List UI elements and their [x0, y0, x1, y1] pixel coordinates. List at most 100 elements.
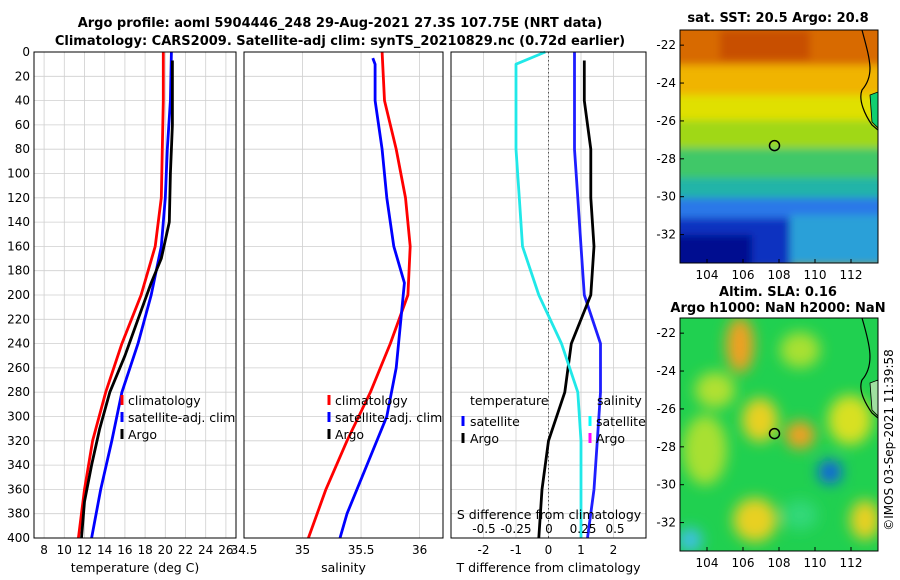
legend-title-salinity: salinity: [597, 393, 642, 408]
map-y-tick-label: -28: [656, 152, 676, 166]
x-tick-label: 36: [412, 543, 427, 557]
y-tick-label: 240: [7, 337, 30, 351]
map-x-tick-label: 110: [804, 556, 827, 570]
s-diff-tick-label: 0.5: [605, 522, 624, 536]
series-line-satellite-adj-clim: [90, 51, 173, 539]
series-line-climatology: [77, 52, 165, 539]
y-tick-label: 180: [7, 264, 30, 278]
map-x-tick-label: 104: [696, 556, 719, 570]
series-line-t-argo: [537, 60, 596, 539]
map-y-tick-label: -32: [656, 516, 676, 530]
map-y-tick-label: -24: [656, 364, 676, 378]
x-tick-label: 2: [610, 543, 618, 557]
map-y-tick-label: -32: [656, 228, 676, 242]
sla-profile-marker: [768, 427, 781, 440]
y-tick-label: 20: [15, 69, 30, 83]
x-tick-label: 12: [77, 543, 92, 557]
map-x-tick-label: 106: [732, 268, 755, 282]
map-x-tick-label: 108: [768, 556, 791, 570]
series-line-satellite-adj-clim: [338, 57, 406, 539]
legend-label: climatology: [335, 393, 408, 408]
y-tick-label: 200: [7, 288, 30, 302]
plot-border: [33, 51, 237, 539]
sst-map: sat. SST: 20.5 Argo: 20.8 104 106 108 110 11…: [656, 11, 879, 282]
legend-label: satellite: [470, 414, 520, 429]
x-tick-label: 0: [545, 543, 553, 557]
s-diff-axis-label: S difference from climatology: [457, 507, 642, 522]
map-y-tick-label: -22: [656, 38, 676, 52]
y-tick-label: 360: [7, 482, 30, 496]
sst-map-title: sat. SST: 20.5 Argo: 20.8: [687, 11, 868, 26]
legend-title-temperature: temperature: [470, 393, 549, 408]
x-tick-label: 35: [295, 543, 310, 557]
x-tick-label: 34.5: [231, 543, 258, 557]
y-tick-label: 80: [15, 142, 30, 156]
legend-label: Argo: [128, 427, 157, 442]
y-tick-label: 380: [7, 507, 30, 521]
map-y-tick-label: -22: [656, 326, 676, 340]
temperature-panel: 8 10 12 14 16 18 20 22 24 26020406080100120140160…: [7, 45, 237, 575]
sla-map-title-line2: Argo h1000: NaN h2000: NaN: [670, 301, 885, 316]
y-tick-label: 40: [15, 94, 30, 108]
y-tick-label: 220: [7, 312, 30, 326]
s-diff-tick-label: -0.25: [500, 522, 531, 536]
y-tick-label: 280: [7, 385, 30, 399]
x-tick-label: 14: [97, 543, 112, 557]
legend-label: Argo: [335, 427, 364, 442]
x-tick-label: 20: [158, 543, 173, 557]
y-tick-label: 340: [7, 458, 30, 472]
y-tick-label: 260: [7, 361, 30, 375]
sla-map-title-line1: Altim. SLA: 0.16: [719, 285, 837, 300]
series-line-t-satellite: [573, 52, 602, 539]
map-x-tick-label: 108: [768, 268, 791, 282]
figure-title-line1: Argo profile: aoml 5904446_248 29-Aug-20…: [78, 16, 603, 31]
x-tick-label: 10: [57, 543, 72, 557]
series-line-s-satellite: [514, 50, 583, 538]
legend-label: climatology: [128, 393, 201, 408]
x-tick-label: 16: [117, 543, 132, 557]
difference-panel: -2 -1 0 1 2 T difference from climatology temp…: [450, 50, 647, 575]
y-tick-label: 60: [15, 118, 30, 132]
x-tick-label: 26: [218, 543, 233, 557]
y-tick-label: 0: [22, 45, 30, 59]
x-tick-label: -2: [478, 543, 490, 557]
y-tick-label: 140: [7, 215, 30, 229]
y-tick-label: 400: [7, 531, 30, 545]
sla-map: Altim. SLA: 0.16 Argo h1000: NaN h2000: …: [656, 285, 885, 570]
x-tick-label: -1: [510, 543, 522, 557]
legend-label: satellite-adj. clim: [128, 410, 235, 425]
x-tick-label: 18: [137, 543, 152, 557]
map-x-tick-label: 112: [840, 268, 863, 282]
x-axis-label: temperature (deg C): [71, 560, 200, 575]
copyright-credit: ©IMOS 03-Sep-2021 11:39:58: [882, 349, 896, 531]
x-tick-label: 24: [198, 543, 213, 557]
map-y-tick-label: -26: [656, 114, 676, 128]
map-x-tick-label: 112: [840, 556, 863, 570]
s-diff-tick-label: -0.5: [472, 522, 495, 536]
x-axis-label: salinity: [321, 560, 366, 575]
map-x-tick-label: 110: [804, 268, 827, 282]
figure-title-line2: Climatology: CARS2009. Satellite-adj cli…: [55, 34, 625, 49]
x-tick-label: 8: [40, 543, 48, 557]
s-diff-tick-label: 0: [545, 522, 553, 536]
plot-border: [243, 51, 444, 539]
legend-label: Argo: [596, 431, 625, 446]
series-line-climatology: [307, 51, 412, 539]
map-x-tick-label: 104: [696, 268, 719, 282]
y-tick-label: 320: [7, 434, 30, 448]
y-tick-label: 100: [7, 167, 30, 181]
series-line-argo: [80, 60, 174, 539]
sst-profile-marker: [768, 139, 781, 152]
map-y-tick-label: -30: [656, 190, 676, 204]
map-y-tick-label: -30: [656, 478, 676, 492]
plot-border: [450, 51, 647, 539]
salinity-panel: 34.5 35 35.5 36 salinity climatology satellite…: [231, 51, 444, 575]
x-tick-label: 35.5: [348, 543, 375, 557]
y-tick-label: 120: [7, 191, 30, 205]
map-y-tick-label: -26: [656, 402, 676, 416]
s-diff-tick-label: 0.25: [570, 522, 597, 536]
legend-label: satellite: [596, 414, 646, 429]
legend-label: satellite-adj. clim: [335, 410, 442, 425]
y-tick-label: 160: [7, 239, 30, 253]
map-y-tick-label: -28: [656, 440, 676, 454]
